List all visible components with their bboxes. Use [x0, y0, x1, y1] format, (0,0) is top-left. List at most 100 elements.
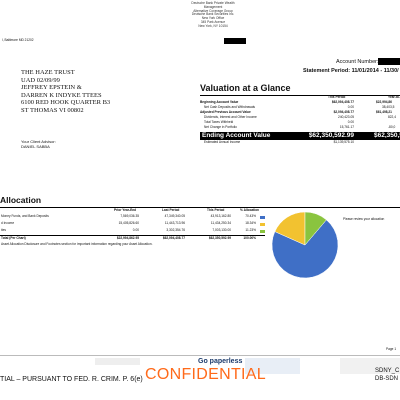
allocation-row-pct: 18.34% — [245, 221, 256, 225]
glance-title: Valuation at a Glance — [200, 83, 291, 93]
address-line: THE HAZE TRUST — [21, 69, 75, 76]
glance-row-value: 15,761.17 — [339, 125, 354, 129]
glance-row-value: $2,094,408.77 — [333, 110, 354, 114]
allocation-total-pct: 100.00% — [243, 236, 256, 240]
glance-row-value: 240,423.05 — [338, 115, 354, 119]
glance-row-year: 38,403,5 — [382, 105, 395, 109]
bates-code-1: SDNY_C — [375, 368, 400, 374]
bates-code-2: DB-SDN — [375, 376, 399, 382]
bank-line: 345 Park Avenue — [200, 19, 226, 24]
glance-row: Beginning Account Value $62,094,408.77 $… — [200, 100, 400, 106]
allocation-row-prior: 15,405,826.60 — [118, 221, 139, 225]
glance-row-year: -80,0 — [388, 125, 396, 129]
glance-row: Net Change in Portfolio 15,761.17 -80,0 — [200, 125, 400, 131]
address-line: ST THOMAS VI 00802 — [21, 106, 84, 114]
estimated-value: $1,139,575.10 — [333, 140, 354, 144]
allocation-row-last: 3,302,354.76 — [166, 228, 185, 232]
glance-col-this-period: This Period — [328, 95, 346, 99]
glance-row-year: 822,4 — [388, 115, 396, 119]
allocation-row-last: 47,349,340.05 — [164, 214, 185, 218]
legend-swatch — [260, 229, 265, 233]
col-prior-year-end: Prior Year-End — [114, 208, 137, 212]
left-address-fragment: l, Baltimore MD 21202 — [2, 38, 34, 42]
allocation-row-label: Money Funds, and Bank Deposits — [1, 214, 49, 218]
ending-value: $62,350,592.99 — [308, 132, 354, 139]
allocation-title: Allocation — [0, 195, 42, 205]
allocation-footnote-row: Asset Allocation Disclosure and Footnote… — [0, 242, 265, 248]
allocation-row-prior: 0.00 — [132, 228, 139, 232]
allocation-total-last: $62,094,408.77 — [162, 236, 185, 240]
allocation-pie-chart — [271, 211, 339, 279]
mailing-address: THE HAZE TRUST UAD 02/09/99 JEFFREY EPST… — [21, 69, 110, 115]
allocation-row-this: 7,003,130.00 — [212, 228, 231, 232]
glance-col-year: Year-to- — [388, 95, 400, 99]
glance-row: Adjusted Previous Account Value $2,094,4… — [200, 110, 400, 116]
allocation-row-label: d Income — [1, 221, 15, 225]
footer-logo-strip — [95, 358, 140, 365]
glance-row-year: $61,498,21 — [376, 110, 392, 114]
glance-row: Net Cash Deposits and Withdrawals 0.00 3… — [200, 105, 400, 111]
glance-row-value: 0.00 — [347, 105, 354, 109]
allocation-row-this: 11,434,250.34 — [210, 221, 231, 225]
estimated-income: Estimated Annual Income $1,139,575.10 — [200, 140, 400, 146]
ending-year: $62,350,59 — [374, 132, 400, 139]
glance-row-label: Net Cash Deposits and Withdrawals — [204, 105, 256, 109]
glance-row-label: Adjusted Previous Account Value — [200, 110, 251, 114]
allocation-total-prior: $22,994,862.95 — [116, 236, 139, 240]
bank-line: Deutsche Bank Private Wealth Management — [191, 1, 235, 9]
glance-row-value: $62,094,408.77 — [331, 100, 354, 104]
bank-info-block: Deutsche Bank Private Wealth Management … — [183, 1, 243, 29]
glance-row: Dividends, Interest and Other Income 240… — [200, 115, 400, 121]
allocation-total-rule — [0, 235, 265, 236]
glance-row-year: $22,994,86 — [376, 100, 392, 104]
account-number-label: Account Number: — [336, 59, 379, 65]
glance-row-label: Dividends, Interest and Other Income — [204, 115, 257, 119]
bank-line: Deutsche Bank Securities Inc. — [191, 12, 235, 17]
allocation-total-label: Total (Per Chart) — [1, 236, 26, 240]
client-advisor: Your Client Advisor: DANIEL SABBA — [21, 139, 56, 150]
statement-period: Statement Period: 11/01/2014 - 11/30/ — [303, 68, 399, 74]
address-line: JEFFREY EPSTEIN & — [21, 84, 82, 92]
col-this-period: This Period — [207, 208, 225, 212]
advisor-name: DANIEL SABBA — [21, 143, 50, 149]
allocation-table: Prior Year-End Last Period This Period %… — [0, 208, 265, 248]
allocation-row-pct: 70.43% — [245, 214, 256, 218]
legend-swatch — [260, 222, 265, 226]
allocation-row-last: 11,443,713.96 — [164, 221, 185, 225]
pie-slice — [304, 211, 327, 246]
glance-row-label: Beginning Account Value — [200, 100, 239, 104]
ending-value-bar: Ending Account Value $62,350,592.99 $62,… — [200, 132, 400, 140]
bank-line: Alternative Coverage Group — [193, 8, 233, 13]
allocation-row: d Income 15,405,826.60 11,443,713.96 11,… — [0, 221, 265, 227]
allocation-row-prior: 7,569,036.35 — [120, 214, 139, 218]
confidential-stamp: CONFIDENTIAL — [145, 366, 266, 383]
redaction-bar — [224, 38, 246, 44]
allocation-row-pct: 11.23% — [245, 228, 256, 232]
address-line: DARREN K INDYKE TTEES — [21, 91, 102, 99]
allocation-row-label: ties — [1, 228, 6, 232]
allocation-footnote: Asset Allocation Disclosure and Footnote… — [1, 242, 153, 246]
valuation-glance: Valuation at a Glance This Period Year-t… — [200, 83, 400, 173]
address-line: 6100 RED HOOK QUARTER B3 — [21, 99, 111, 107]
address-line: UAD 02/09/99 — [21, 76, 60, 84]
glance-row-label: Total Taxes Withheld — [204, 120, 234, 124]
glance-header-rule — [200, 95, 400, 96]
pie-slice — [271, 219, 339, 279]
advisor-label: Your Client Advisor: — [21, 139, 56, 144]
glance-row-label: Net Change in Portfolio — [204, 125, 237, 129]
col-pct-allocation: % Allocation — [240, 208, 260, 212]
footer-badge-logo — [245, 358, 300, 374]
page-number: Page 1 — [386, 347, 397, 351]
allocation-total-row: Total (Per Chart) $22,994,862.95 $62,094… — [0, 236, 265, 242]
footer-rule — [0, 355, 400, 356]
ending-label: Ending Account Value — [202, 132, 271, 139]
allocation-total-this: $62,350,592.99 — [208, 236, 231, 240]
review-note: Please review your allocation — [343, 217, 385, 221]
bank-line: New York Office — [201, 16, 225, 21]
allocation-top-rule — [0, 207, 400, 208]
go-paperless: Go paperless — [198, 358, 243, 365]
col-last-period: Last Period — [162, 208, 180, 212]
redaction-bar — [378, 58, 400, 65]
allocation-row-this: 43,913,162.80 — [210, 214, 231, 218]
glance-row-value: 0.00 — [347, 120, 354, 124]
